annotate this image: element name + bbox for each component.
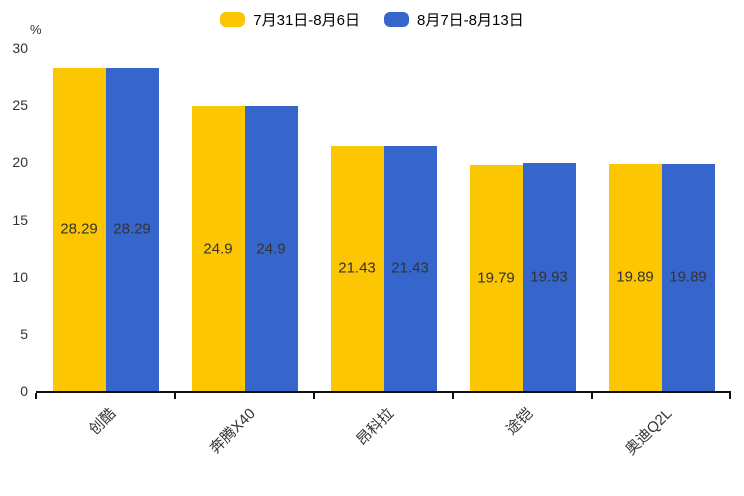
x-category-label: 昂科拉	[353, 405, 398, 449]
x-axis-tick	[35, 393, 37, 399]
bar-value-label: 19.93	[530, 268, 568, 286]
bar-series-1: 19.93	[522, 163, 576, 391]
y-tick-label: 0	[20, 383, 28, 399]
y-tick-label: 10	[12, 268, 28, 285]
x-axis-tick	[729, 393, 731, 399]
bar-value-label: 19.89	[616, 268, 654, 286]
bar-value-label: 19.79	[477, 269, 515, 287]
bar-group: 19.79 19.93	[453, 48, 592, 391]
bar-group: 28.29 28.29	[36, 48, 175, 391]
legend-item-series-0[interactable]: 7月31日-8月6日	[220, 9, 360, 30]
y-tick-label: 30	[12, 40, 28, 56]
x-axis-tick	[591, 393, 593, 399]
bar-group: 19.89 19.89	[592, 48, 731, 391]
bar-series-0: 21.43	[330, 145, 384, 391]
bar-value-label: 28.29	[60, 220, 98, 238]
bar-series-0: 28.29	[52, 67, 106, 391]
bar-series-1: 28.29	[105, 67, 159, 391]
bar-group: 24.9 24.9	[175, 48, 314, 391]
legend-swatch-icon	[220, 12, 246, 27]
legend: 7月31日-8月6日 8月7日-8月13日	[0, 9, 744, 30]
x-axis-tick	[174, 393, 176, 399]
legend-item-series-1[interactable]: 8月7日-8月13日	[384, 9, 524, 30]
y-tick-label: 15	[12, 211, 28, 228]
x-category-label: 奥迪Q2L	[622, 405, 676, 459]
bar-group: 21.43 21.43	[314, 48, 453, 391]
bar-value-label: 19.89	[669, 268, 707, 286]
bar-series-1: 24.9	[244, 106, 298, 391]
bar-value-label: 24.9	[256, 240, 286, 258]
bar-series-1: 21.43	[383, 145, 437, 391]
x-category-label: 奔腾X40	[206, 405, 259, 458]
y-tick-label: 25	[12, 97, 28, 114]
x-axis-tick	[313, 393, 315, 399]
bar-series-1: 19.89	[661, 163, 715, 391]
legend-swatch-icon	[384, 12, 409, 27]
bar-value-label: 24.9	[203, 240, 233, 258]
bar-value-label: 21.43	[391, 259, 429, 277]
bar-value-label: 21.43	[338, 259, 376, 277]
x-category-label: 途铠	[503, 405, 537, 439]
bar-value-label: 28.29	[113, 220, 151, 238]
bar-series-0: 19.89	[608, 163, 662, 391]
x-category-label: 创酷	[86, 405, 120, 439]
bar-series-0: 19.79	[469, 164, 523, 391]
bar-series-0: 24.9	[191, 106, 245, 391]
plot-area: 28.29 28.29 创酷 24.9 24.9 奔腾X40 21.43 21.43 昂科拉 19…	[35, 48, 731, 458]
legend-label: 8月7日-8月13日	[417, 12, 524, 29]
y-tick-label: 5	[20, 325, 28, 342]
legend-label: 7月31日-8月6日	[253, 12, 360, 29]
y-tick-label: 20	[12, 154, 28, 171]
y-axis-unit-label: %	[30, 22, 42, 37]
x-axis-tick	[452, 393, 454, 399]
